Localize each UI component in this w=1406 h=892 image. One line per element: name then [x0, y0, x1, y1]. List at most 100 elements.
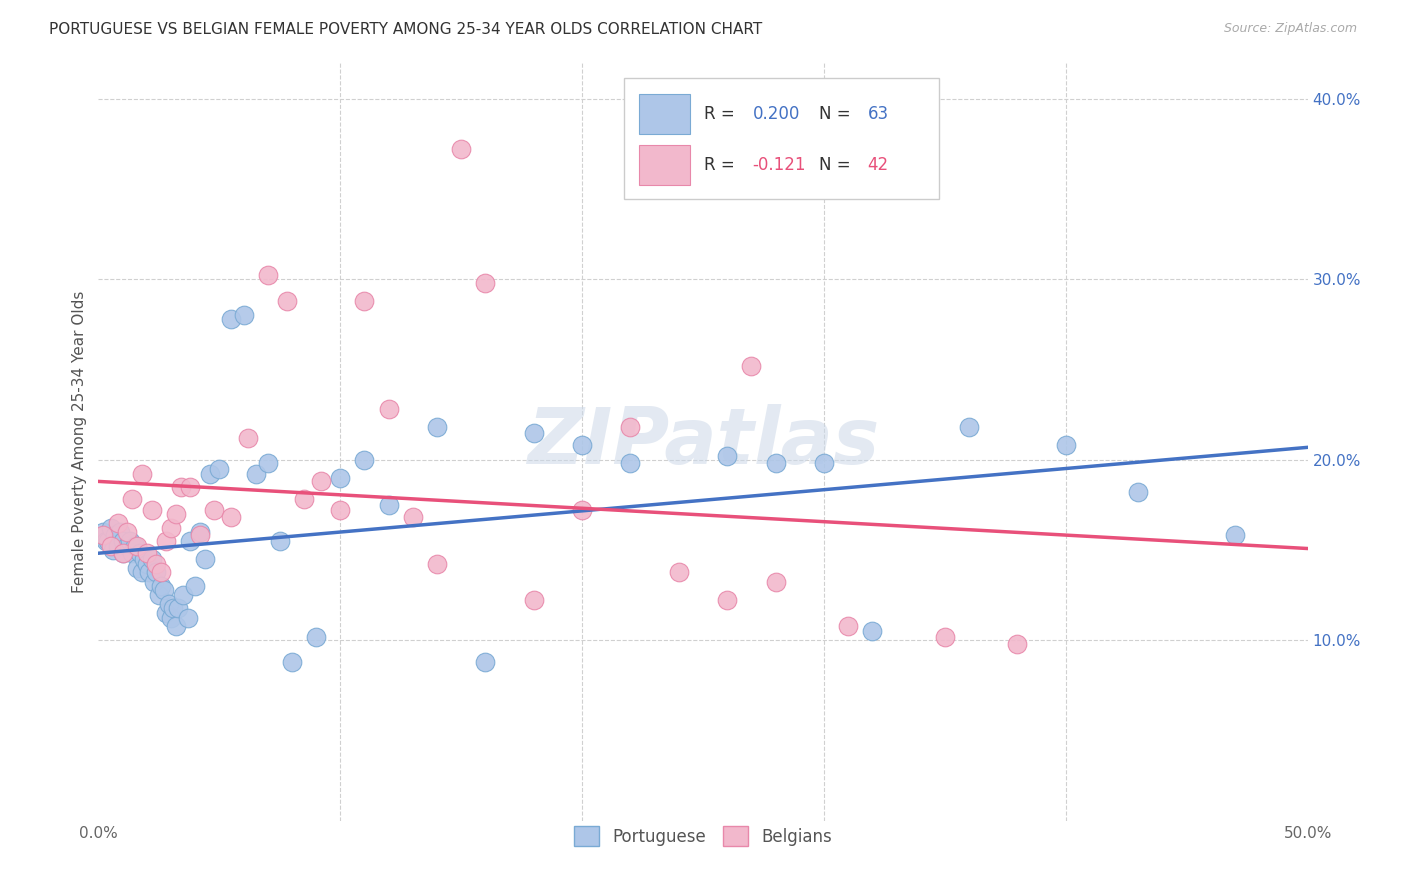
Point — [238, 431, 260, 445]
Point — [232, 308, 254, 322]
Point — [121, 492, 143, 507]
Point — [204, 503, 226, 517]
Point — [716, 593, 738, 607]
Point — [353, 293, 375, 308]
Point — [668, 565, 690, 579]
Point — [179, 533, 201, 548]
Point — [934, 630, 956, 644]
Point — [179, 480, 201, 494]
Point — [172, 588, 194, 602]
Point — [91, 524, 114, 539]
Point — [1054, 438, 1077, 452]
Point — [143, 575, 166, 590]
Point — [155, 606, 177, 620]
Point — [111, 546, 134, 560]
Point — [194, 552, 217, 566]
Point — [571, 438, 593, 452]
FancyBboxPatch shape — [638, 95, 690, 134]
Point — [107, 539, 129, 553]
Point — [402, 510, 425, 524]
Point — [121, 546, 143, 560]
Point — [426, 558, 449, 572]
Point — [141, 552, 163, 566]
Point — [765, 456, 787, 470]
Point — [135, 558, 157, 572]
Point — [160, 521, 183, 535]
Point — [221, 311, 243, 326]
Text: 63: 63 — [868, 105, 889, 123]
Point — [571, 503, 593, 517]
Point — [145, 558, 167, 572]
Point — [107, 516, 129, 530]
Point — [221, 510, 243, 524]
Text: PORTUGUESE VS BELGIAN FEMALE POVERTY AMONG 25-34 YEAR OLDS CORRELATION CHART: PORTUGUESE VS BELGIAN FEMALE POVERTY AMO… — [49, 22, 762, 37]
Point — [117, 524, 139, 539]
Point — [145, 565, 167, 579]
Point — [134, 552, 156, 566]
Point — [165, 507, 187, 521]
Text: 0.200: 0.200 — [752, 105, 800, 123]
Text: R =: R = — [704, 156, 740, 174]
Legend: Portuguese, Belgians: Portuguese, Belgians — [565, 818, 841, 854]
Point — [329, 503, 352, 517]
FancyBboxPatch shape — [624, 78, 939, 199]
Point — [111, 546, 134, 560]
FancyBboxPatch shape — [638, 145, 690, 185]
Point — [256, 268, 278, 283]
Point — [160, 611, 183, 625]
Point — [256, 456, 278, 470]
Point — [157, 597, 180, 611]
Point — [523, 425, 546, 440]
Point — [740, 359, 762, 373]
Point — [155, 533, 177, 548]
Point — [131, 467, 153, 481]
Point — [184, 579, 207, 593]
Point — [1007, 637, 1029, 651]
Text: ZIPatlas: ZIPatlas — [527, 403, 879, 480]
Point — [128, 546, 150, 560]
Point — [957, 420, 980, 434]
Point — [765, 575, 787, 590]
Point — [131, 565, 153, 579]
Point — [127, 539, 149, 553]
Point — [111, 533, 134, 548]
Point — [124, 539, 146, 553]
Point — [167, 600, 190, 615]
Point — [117, 539, 139, 553]
Point — [292, 492, 315, 507]
Text: -0.121: -0.121 — [752, 156, 806, 174]
Point — [813, 456, 835, 470]
Text: Source: ZipAtlas.com: Source: ZipAtlas.com — [1223, 22, 1357, 36]
Point — [474, 655, 496, 669]
Point — [329, 470, 352, 484]
Point — [100, 539, 122, 553]
Point — [245, 467, 267, 481]
Text: N =: N = — [820, 156, 856, 174]
Point — [837, 618, 859, 632]
Point — [104, 528, 127, 542]
Point — [97, 533, 120, 548]
Point — [269, 533, 291, 548]
Point — [127, 561, 149, 575]
Point — [152, 582, 174, 597]
Point — [1223, 528, 1246, 542]
Point — [276, 293, 298, 308]
Point — [165, 618, 187, 632]
Point — [188, 528, 211, 542]
Point — [860, 624, 883, 639]
Point — [716, 449, 738, 463]
Point — [100, 521, 122, 535]
Point — [1128, 485, 1150, 500]
Point — [138, 565, 160, 579]
Point — [309, 475, 332, 489]
Point — [426, 420, 449, 434]
Point — [353, 452, 375, 467]
Point — [108, 524, 131, 539]
Point — [162, 600, 184, 615]
Text: 42: 42 — [868, 156, 889, 174]
Point — [281, 655, 304, 669]
Point — [141, 503, 163, 517]
Point — [619, 456, 641, 470]
Point — [305, 630, 328, 644]
Point — [523, 593, 546, 607]
